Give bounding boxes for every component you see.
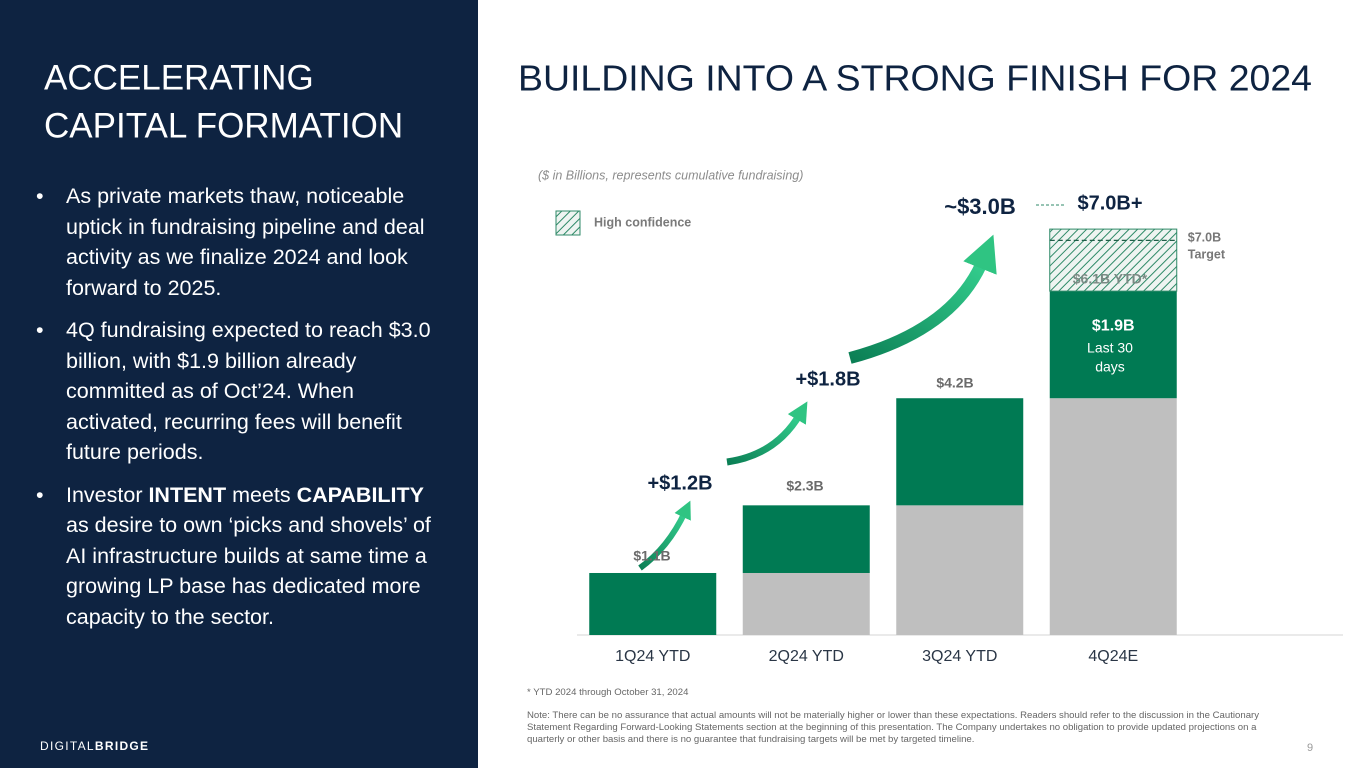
value-label: $1.9B — [1092, 317, 1135, 334]
bar-segment — [1049, 291, 1177, 399]
bullet-text: 4Q fundraising expected to reach $3.0 bi… — [66, 318, 431, 464]
x-tick-label: 3Q24 YTD — [922, 648, 997, 665]
arrow — [726, 401, 808, 466]
legend-label: High confidence — [594, 215, 691, 229]
annotation: ~$3.0B — [944, 194, 1016, 219]
annotation: +$1.2B — [647, 472, 712, 494]
bullet-text: As private markets thaw, noticeable upti… — [66, 184, 425, 300]
bullet-list: As private markets thaw, noticeable upti… — [36, 181, 448, 644]
x-tick-label: 4Q24E — [1088, 648, 1138, 665]
annotation: $1.1B — [633, 548, 670, 564]
footnote: * YTD 2024 through October 31, 2024 — [527, 687, 689, 698]
annotation: Last 30 — [1087, 340, 1133, 356]
target-label: $7.0B — [1188, 231, 1221, 245]
logo-part: BRIDGE — [94, 739, 150, 753]
bar-segment — [1049, 398, 1177, 635]
bullet-text: meets — [226, 482, 297, 507]
x-tick-label: 1Q24 YTD — [615, 648, 690, 665]
bullet: Investor INTENT meets CAPABILITY as desi… — [36, 480, 448, 633]
bullet-text: CAPABILITY — [296, 482, 424, 507]
bar-segment — [896, 505, 1024, 635]
annotation: $4.2B — [936, 375, 973, 391]
disclaimer: Note: There can be no assurance that act… — [527, 710, 1260, 745]
bar-segment — [896, 398, 1024, 506]
bar-segment — [1049, 228, 1178, 292]
annotation: days — [1095, 359, 1125, 375]
bar-segment — [742, 572, 870, 635]
logo: DIGITALBRIDGE — [40, 739, 149, 753]
x-tick-label: 2Q24 YTD — [769, 648, 844, 665]
bar-segment — [742, 505, 870, 573]
bullet-text: as desire to own ‘picks and shovels’ of … — [66, 513, 431, 629]
bullet: 4Q fundraising expected to reach $3.0 bi… — [36, 315, 448, 468]
chart-subtitle: ($ in Billions, represents cumulative fu… — [538, 168, 803, 182]
legend-swatch — [555, 210, 581, 236]
arrow — [848, 234, 997, 364]
panel-title: CAPITAL FORMATION — [44, 106, 403, 145]
logo-part: DIGITAL — [40, 739, 95, 753]
chart-title: BUILDING INTO A STRONG FINISH FOR 2024 — [518, 58, 1312, 99]
annotation: $6.1B YTD* — [1073, 271, 1148, 287]
bullet-text: Investor — [66, 482, 149, 507]
page-number: 9 — [1307, 742, 1314, 754]
arrow — [638, 500, 691, 571]
bar-segment — [589, 572, 717, 635]
annotation: $7.0B+ — [1077, 192, 1142, 214]
annotation: $2.3B — [786, 478, 823, 494]
target-note: Target — [1188, 248, 1226, 262]
bullet-text: INTENT — [148, 482, 227, 507]
bullet: As private markets thaw, noticeable upti… — [36, 181, 448, 303]
annotation: +$1.8B — [795, 368, 860, 390]
panel-title: ACCELERATING — [44, 58, 314, 97]
